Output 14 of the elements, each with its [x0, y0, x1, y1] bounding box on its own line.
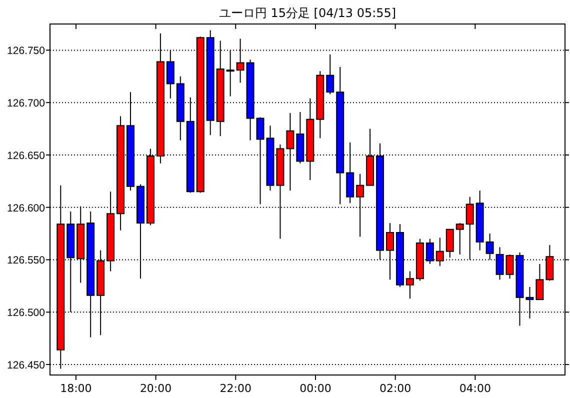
chart-title: ユーロ円 15分足 [04/13 05:55] — [218, 6, 396, 20]
y-tick-label: 126.500 — [7, 307, 46, 320]
x-tick-label: 00:00 — [300, 382, 332, 395]
y-tick-label: 126.750 — [7, 45, 46, 58]
x-tick-label: 18:00 — [60, 382, 92, 395]
x-tick-label: 22:00 — [220, 382, 252, 395]
x-tick-label: 04:00 — [459, 382, 492, 395]
y-tick-label: 126.550 — [7, 254, 46, 267]
y-tick-label: 126.650 — [7, 150, 46, 162]
x-tick-label: 20:00 — [140, 382, 172, 395]
y-tick-label: 126.600 — [7, 202, 46, 214]
y-tick-label: 126.700 — [7, 98, 46, 110]
x-tick-label: 02:00 — [379, 382, 412, 395]
y-tick-label: 126.450 — [7, 360, 46, 372]
